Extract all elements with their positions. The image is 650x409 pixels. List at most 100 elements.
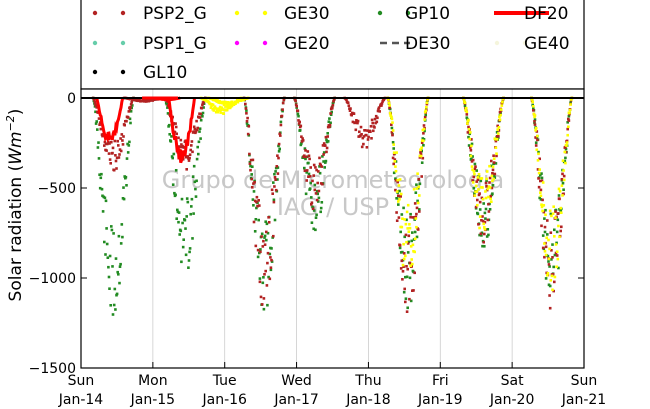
- data-point: [483, 226, 486, 229]
- data-point: [374, 114, 378, 118]
- data-point: [557, 194, 561, 197]
- data-point: [324, 161, 327, 164]
- legend-marker: [262, 40, 268, 46]
- data-point: [221, 108, 224, 111]
- data-point: [303, 166, 306, 170]
- data-point: [373, 126, 376, 129]
- data-point: [119, 242, 123, 245]
- data-point: [294, 103, 298, 106]
- data-point: [412, 187, 416, 191]
- data-point: [478, 226, 481, 230]
- data-point: [494, 139, 498, 143]
- data-point: [195, 128, 199, 132]
- data-point: [484, 217, 487, 220]
- data-point: [311, 207, 315, 211]
- data-point: [267, 221, 271, 224]
- data-point: [544, 245, 548, 249]
- data-point: [185, 215, 188, 218]
- data-point: [533, 115, 536, 119]
- legend-marker: [522, 40, 528, 46]
- x-tick-label-day: Sun: [571, 373, 598, 389]
- data-point: [471, 181, 475, 184]
- data-point: [482, 202, 485, 205]
- data-point: [564, 161, 567, 165]
- data-point: [555, 254, 559, 257]
- data-point: [471, 168, 474, 171]
- data-point: [211, 103, 215, 107]
- data-point: [115, 167, 118, 170]
- data-point: [375, 120, 379, 124]
- data-point: [408, 297, 411, 301]
- data-point: [268, 252, 272, 256]
- data-point: [564, 156, 567, 160]
- data-point: [166, 100, 169, 103]
- data-point: [377, 106, 381, 109]
- data-point: [480, 219, 483, 222]
- data-point: [119, 262, 122, 266]
- data-point: [180, 143, 183, 146]
- data-point: [98, 123, 101, 126]
- data-point: [559, 229, 562, 233]
- data-point: [195, 157, 199, 161]
- data-point: [111, 313, 115, 316]
- data-point: [328, 117, 331, 120]
- data-point: [188, 153, 192, 156]
- data-point: [546, 233, 549, 236]
- data-point: [332, 100, 335, 103]
- legend-marker: [120, 69, 126, 75]
- data-point: [483, 211, 487, 215]
- data-point: [98, 186, 102, 190]
- data-point: [494, 137, 497, 141]
- data-point: [557, 187, 561, 191]
- data-point: [414, 191, 418, 194]
- data-point: [257, 218, 260, 222]
- data-point: [248, 162, 252, 165]
- data-point: [403, 218, 406, 221]
- data-point: [550, 249, 553, 252]
- data-point: [196, 126, 199, 130]
- data-point: [109, 304, 112, 307]
- data-point: [366, 138, 370, 141]
- data-point: [544, 253, 548, 257]
- y-axis-label-exp: −2: [4, 115, 17, 131]
- data-point: [103, 196, 107, 200]
- data-point: [100, 187, 104, 191]
- data-point: [108, 158, 112, 161]
- data-point: [538, 196, 541, 200]
- data-point: [541, 209, 544, 213]
- data-point: [546, 219, 549, 222]
- data-point: [310, 196, 313, 199]
- data-point: [491, 165, 495, 169]
- y-tick-label: −1000: [29, 271, 76, 287]
- data-point: [404, 275, 407, 279]
- data-point: [187, 266, 190, 269]
- data-point: [490, 186, 494, 190]
- data-point: [107, 152, 111, 155]
- data-point: [418, 208, 421, 211]
- data-point: [125, 184, 128, 187]
- data-point: [100, 172, 103, 176]
- data-point: [94, 122, 98, 125]
- data-point: [418, 210, 421, 213]
- x-tick-label-date: Jan-15: [130, 392, 175, 408]
- data-point: [352, 112, 356, 115]
- data-point: [168, 133, 171, 136]
- data-point: [497, 135, 500, 138]
- data-point: [107, 265, 110, 269]
- data-point: [252, 190, 256, 193]
- plot-area: [81, 89, 584, 368]
- data-point: [552, 205, 555, 208]
- data-point: [189, 212, 192, 216]
- data-point: [262, 307, 266, 311]
- data-point: [539, 191, 542, 194]
- data-point: [405, 275, 409, 279]
- data-point: [316, 181, 319, 185]
- data-point: [174, 193, 177, 197]
- data-point: [558, 197, 561, 201]
- data-point: [305, 179, 308, 182]
- data-point: [300, 135, 303, 138]
- data-point: [561, 194, 564, 197]
- data-point: [488, 176, 492, 180]
- y-axis-label-close: ): [6, 109, 26, 116]
- data-point: [314, 192, 318, 195]
